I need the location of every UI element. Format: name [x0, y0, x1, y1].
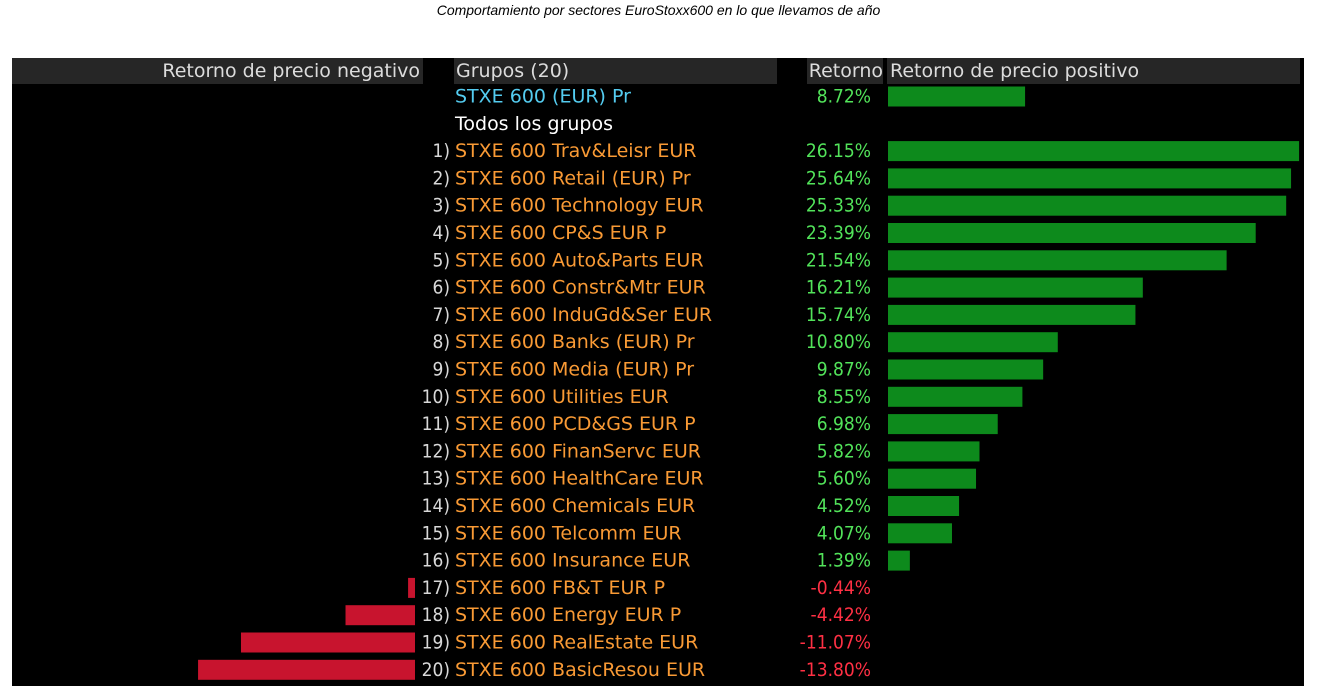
negative-bar	[198, 659, 415, 680]
category-label: STXE 600 FB&T EUR P	[455, 577, 665, 599]
category-label: STXE 600 Insurance EUR	[455, 550, 690, 572]
negative-bar	[408, 577, 415, 598]
category-label: STXE 600 Media (EUR) Pr	[455, 359, 694, 381]
positive-bar	[888, 523, 952, 544]
category-label: STXE 600 Constr&Mtr EUR	[455, 277, 706, 299]
rank-label: 10)	[422, 386, 450, 408]
rank-label: 1)	[432, 140, 450, 162]
category-label: STXE 600 Auto&Parts EUR	[455, 249, 704, 271]
value-label: 4.07%	[817, 522, 871, 544]
category-label: STXE 600 Banks (EUR) Pr	[455, 331, 695, 353]
positive-bar	[888, 168, 1292, 189]
value-label: 16.21%	[806, 277, 871, 299]
rank-label: 17)	[422, 577, 450, 599]
header-return: Retorno	[807, 58, 883, 84]
rank-label: 4)	[432, 222, 450, 244]
value-label: 8.55%	[817, 386, 871, 408]
rank-label: 5)	[432, 249, 450, 271]
rank-label: 16)	[422, 550, 450, 572]
category-label: STXE 600 CP&S EUR P	[455, 222, 666, 244]
value-label: 15.74%	[806, 304, 871, 326]
rank-label: 14)	[422, 495, 450, 517]
value-label: -13.80%	[800, 659, 871, 681]
rank-label: 13)	[422, 468, 450, 490]
value-label: 5.60%	[817, 468, 871, 490]
category-label: STXE 600 BasicResou EUR	[455, 659, 705, 681]
rank-label: 19)	[422, 632, 450, 654]
value-label: 25.64%	[806, 167, 871, 189]
value-label: -4.42%	[811, 604, 871, 626]
positive-bar	[888, 223, 1256, 243]
rank-label: 9)	[432, 359, 450, 381]
category-label: STXE 600 FinanServc EUR	[455, 440, 701, 462]
positive-bar	[888, 195, 1287, 216]
rank-label: 15)	[422, 522, 450, 544]
section-label: Todos los grupos	[454, 113, 613, 135]
value-label: 10.80%	[806, 331, 871, 353]
header-positive-return: Retorno de precio positivo	[887, 58, 1300, 84]
positive-bar	[888, 441, 980, 462]
category-label: STXE 600 Utilities EUR	[455, 386, 669, 408]
category-label: STXE 600 InduGd&Ser EUR	[455, 304, 712, 326]
category-label: STXE 600 Energy EUR P	[455, 604, 681, 626]
benchmark-name: STXE 600 (EUR) Pr	[455, 86, 631, 108]
rank-label: 18)	[422, 604, 450, 626]
benchmark-value-label: 8.72%	[817, 86, 871, 108]
rank-label: 3)	[432, 195, 450, 217]
positive-bar	[888, 332, 1058, 353]
rank-label: 8)	[432, 331, 450, 353]
rank-label: 6)	[432, 277, 450, 299]
rank-label: 20)	[422, 659, 450, 681]
value-label: 9.87%	[817, 359, 871, 381]
value-label: 1.39%	[817, 550, 871, 572]
category-label: STXE 600 Trav&Leisr EUR	[455, 140, 696, 162]
rank-label: 11)	[422, 413, 450, 435]
value-label: 4.52%	[817, 495, 871, 517]
rank-label: 2)	[432, 167, 450, 189]
category-label: STXE 600 RealEstate EUR	[455, 632, 698, 654]
category-label: STXE 600 Retail (EUR) Pr	[455, 167, 691, 189]
value-label: 26.15%	[806, 140, 871, 162]
header-groups: Grupos (20)	[454, 58, 777, 84]
header-negative-return: Retorno de precio negativo	[12, 58, 423, 84]
category-label: STXE 600 Telcomm EUR	[455, 522, 682, 544]
value-label: 21.54%	[806, 249, 871, 271]
chart-title: Comportamiento por sectores EuroStoxx600…	[436, 2, 881, 18]
positive-bar	[888, 496, 960, 516]
negative-bar	[345, 605, 415, 626]
sector-bar-chart: STXE 600 (EUR) Pr 8.72% Todos los grupos1)…	[198, 86, 1300, 681]
negative-bar	[240, 632, 415, 653]
category-label: STXE 600 PCD&GS EUR P	[455, 413, 696, 435]
value-label: 25.33%	[806, 195, 871, 217]
category-label: STXE 600 HealthCare EUR	[455, 468, 704, 490]
positive-bar	[888, 277, 1143, 298]
value-label: 23.39%	[806, 222, 871, 244]
positive-bar	[888, 304, 1136, 325]
value-label: 6.98%	[817, 413, 871, 435]
category-label: STXE 600 Technology EUR	[455, 195, 704, 217]
positive-bar	[888, 359, 1044, 380]
positive-bar	[888, 386, 1023, 407]
value-label: -0.44%	[811, 577, 871, 599]
positive-bar	[888, 468, 977, 489]
sector-returns-panel: Retorno de precio negativo Grupos (20) R…	[12, 58, 1304, 686]
value-label: -11.07%	[800, 632, 871, 654]
positive-bar	[888, 414, 998, 435]
positive-bar	[888, 250, 1227, 271]
positive-bar	[888, 550, 910, 571]
benchmark-bar	[888, 86, 1026, 107]
category-label: STXE 600 Chemicals EUR	[455, 495, 695, 517]
rank-label: 7)	[432, 304, 450, 326]
positive-bar	[888, 141, 1300, 162]
value-label: 5.82%	[817, 440, 871, 462]
rank-label: 12)	[422, 440, 450, 462]
